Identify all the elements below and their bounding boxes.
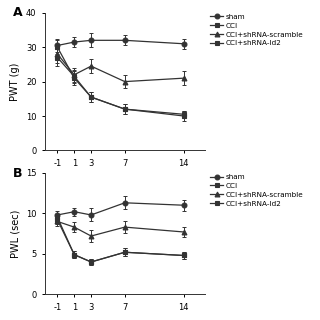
Y-axis label: PWL (sec): PWL (sec)	[11, 209, 20, 258]
CCI	[123, 250, 127, 254]
sham	[89, 213, 93, 217]
CCI+shRNA-scramble	[182, 230, 186, 234]
CCI	[55, 45, 59, 49]
CCI+shRNA-Id2	[89, 95, 93, 99]
CCI+shRNA-Id2	[182, 253, 186, 257]
CCI	[182, 114, 186, 118]
sham	[72, 40, 76, 44]
CCI+shRNA-scramble	[55, 52, 59, 56]
Line: CCI: CCI	[55, 45, 186, 118]
sham	[123, 38, 127, 42]
Line: CCI+shRNA-scramble: CCI+shRNA-scramble	[55, 52, 186, 84]
CCI+shRNA-scramble	[123, 225, 127, 229]
X-axis label: Postoperative days: Postoperative days	[78, 173, 172, 183]
sham	[123, 201, 127, 205]
Line: CCI+shRNA-scramble: CCI+shRNA-scramble	[55, 219, 186, 238]
CCI	[72, 76, 76, 80]
CCI+shRNA-scramble	[72, 73, 76, 76]
CCI+shRNA-Id2	[55, 56, 59, 60]
CCI	[89, 95, 93, 99]
Line: sham: sham	[55, 200, 186, 217]
Legend: sham, CCI, CCI+shRNA-scramble, CCI+shRNA-Id2: sham, CCI, CCI+shRNA-scramble, CCI+shRNA…	[210, 14, 304, 46]
Line: CCI+shRNA-Id2: CCI+shRNA-Id2	[56, 218, 186, 264]
sham	[89, 38, 93, 42]
CCI	[55, 215, 59, 219]
CCI+shRNA-Id2	[55, 218, 59, 222]
Line: CCI+shRNA-Id2: CCI+shRNA-Id2	[56, 56, 186, 116]
CCI+shRNA-Id2	[123, 250, 127, 254]
CCI+shRNA-scramble	[89, 64, 93, 68]
CCI+shRNA-Id2	[182, 112, 186, 116]
Text: B: B	[13, 167, 22, 180]
CCI	[123, 107, 127, 111]
CCI+shRNA-scramble	[182, 76, 186, 80]
CCI+shRNA-Id2	[72, 75, 76, 78]
CCI+shRNA-Id2	[72, 253, 76, 257]
sham	[72, 210, 76, 214]
CCI+shRNA-scramble	[55, 220, 59, 223]
CCI+shRNA-scramble	[89, 234, 93, 238]
sham	[55, 44, 59, 47]
Y-axis label: PWT (g): PWT (g)	[10, 62, 20, 101]
CCI	[89, 260, 93, 264]
CCI+shRNA-Id2	[89, 260, 93, 264]
sham	[182, 42, 186, 46]
CCI+shRNA-Id2	[123, 107, 127, 111]
CCI+shRNA-scramble	[72, 225, 76, 229]
CCI	[72, 253, 76, 257]
Legend: sham, CCI, CCI+shRNA-scramble, CCI+shRNA-Id2: sham, CCI, CCI+shRNA-scramble, CCI+shRNA…	[210, 174, 304, 207]
Line: CCI: CCI	[55, 215, 186, 264]
Line: sham: sham	[55, 38, 186, 48]
Text: A: A	[13, 6, 22, 19]
CCI	[182, 253, 186, 257]
CCI+shRNA-scramble	[123, 80, 127, 84]
sham	[182, 203, 186, 207]
sham	[55, 213, 59, 217]
